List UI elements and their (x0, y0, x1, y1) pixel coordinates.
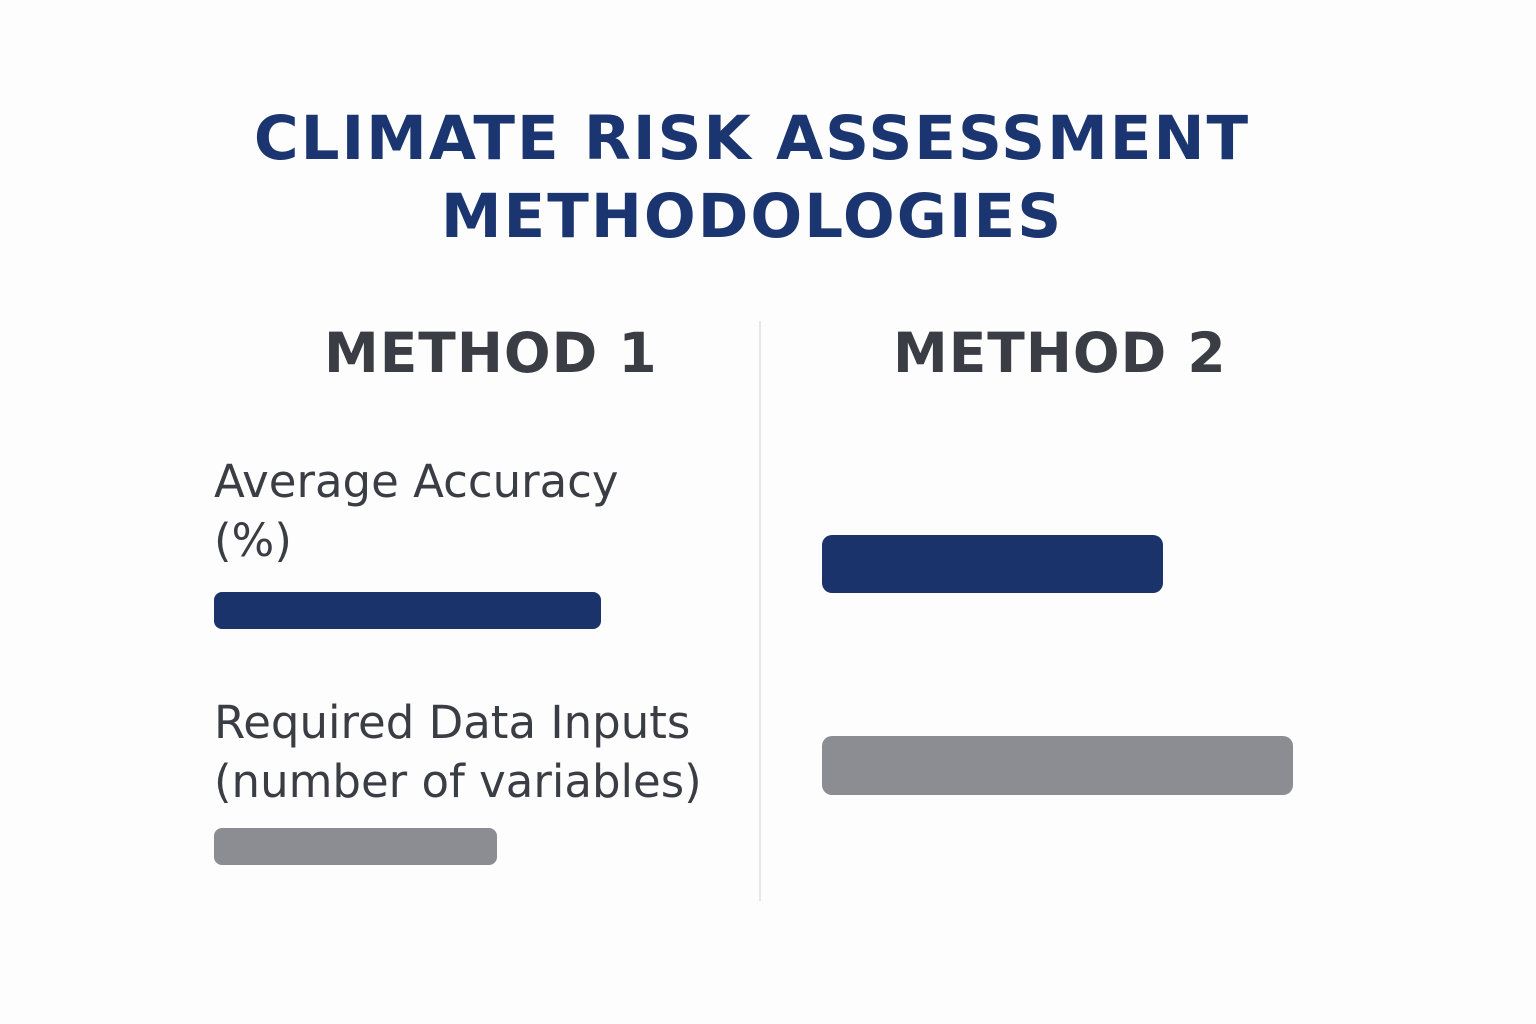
metric-label-inputs-line-2: (number of variables) (214, 755, 702, 808)
bar-method-2-accuracy (822, 535, 1163, 593)
bar-method-1-inputs (214, 828, 497, 865)
chart-title-line-2: METHODOLOGIES (440, 181, 1064, 252)
bar-method-1-accuracy (214, 592, 601, 629)
chart-title-line-1: CLIMATE RISK ASSESSMENT (253, 103, 1251, 174)
metric-label-inputs: Required Data Inputs (number of variable… (214, 693, 702, 811)
method-1-heading: METHOD 1 (324, 321, 658, 385)
column-divider (759, 321, 761, 901)
bar-method-2-inputs (822, 736, 1293, 795)
metric-label-accuracy: Average Accuracy (%) (214, 452, 619, 570)
method-2-heading: METHOD 2 (893, 321, 1227, 385)
metric-label-accuracy-line-2: (%) (214, 514, 292, 567)
metric-label-inputs-line-1: Required Data Inputs (214, 696, 691, 749)
metric-label-accuracy-line-1: Average Accuracy (214, 455, 619, 508)
chart-title: CLIMATE RISK ASSESSMENT METHODOLOGIES (0, 100, 1504, 256)
